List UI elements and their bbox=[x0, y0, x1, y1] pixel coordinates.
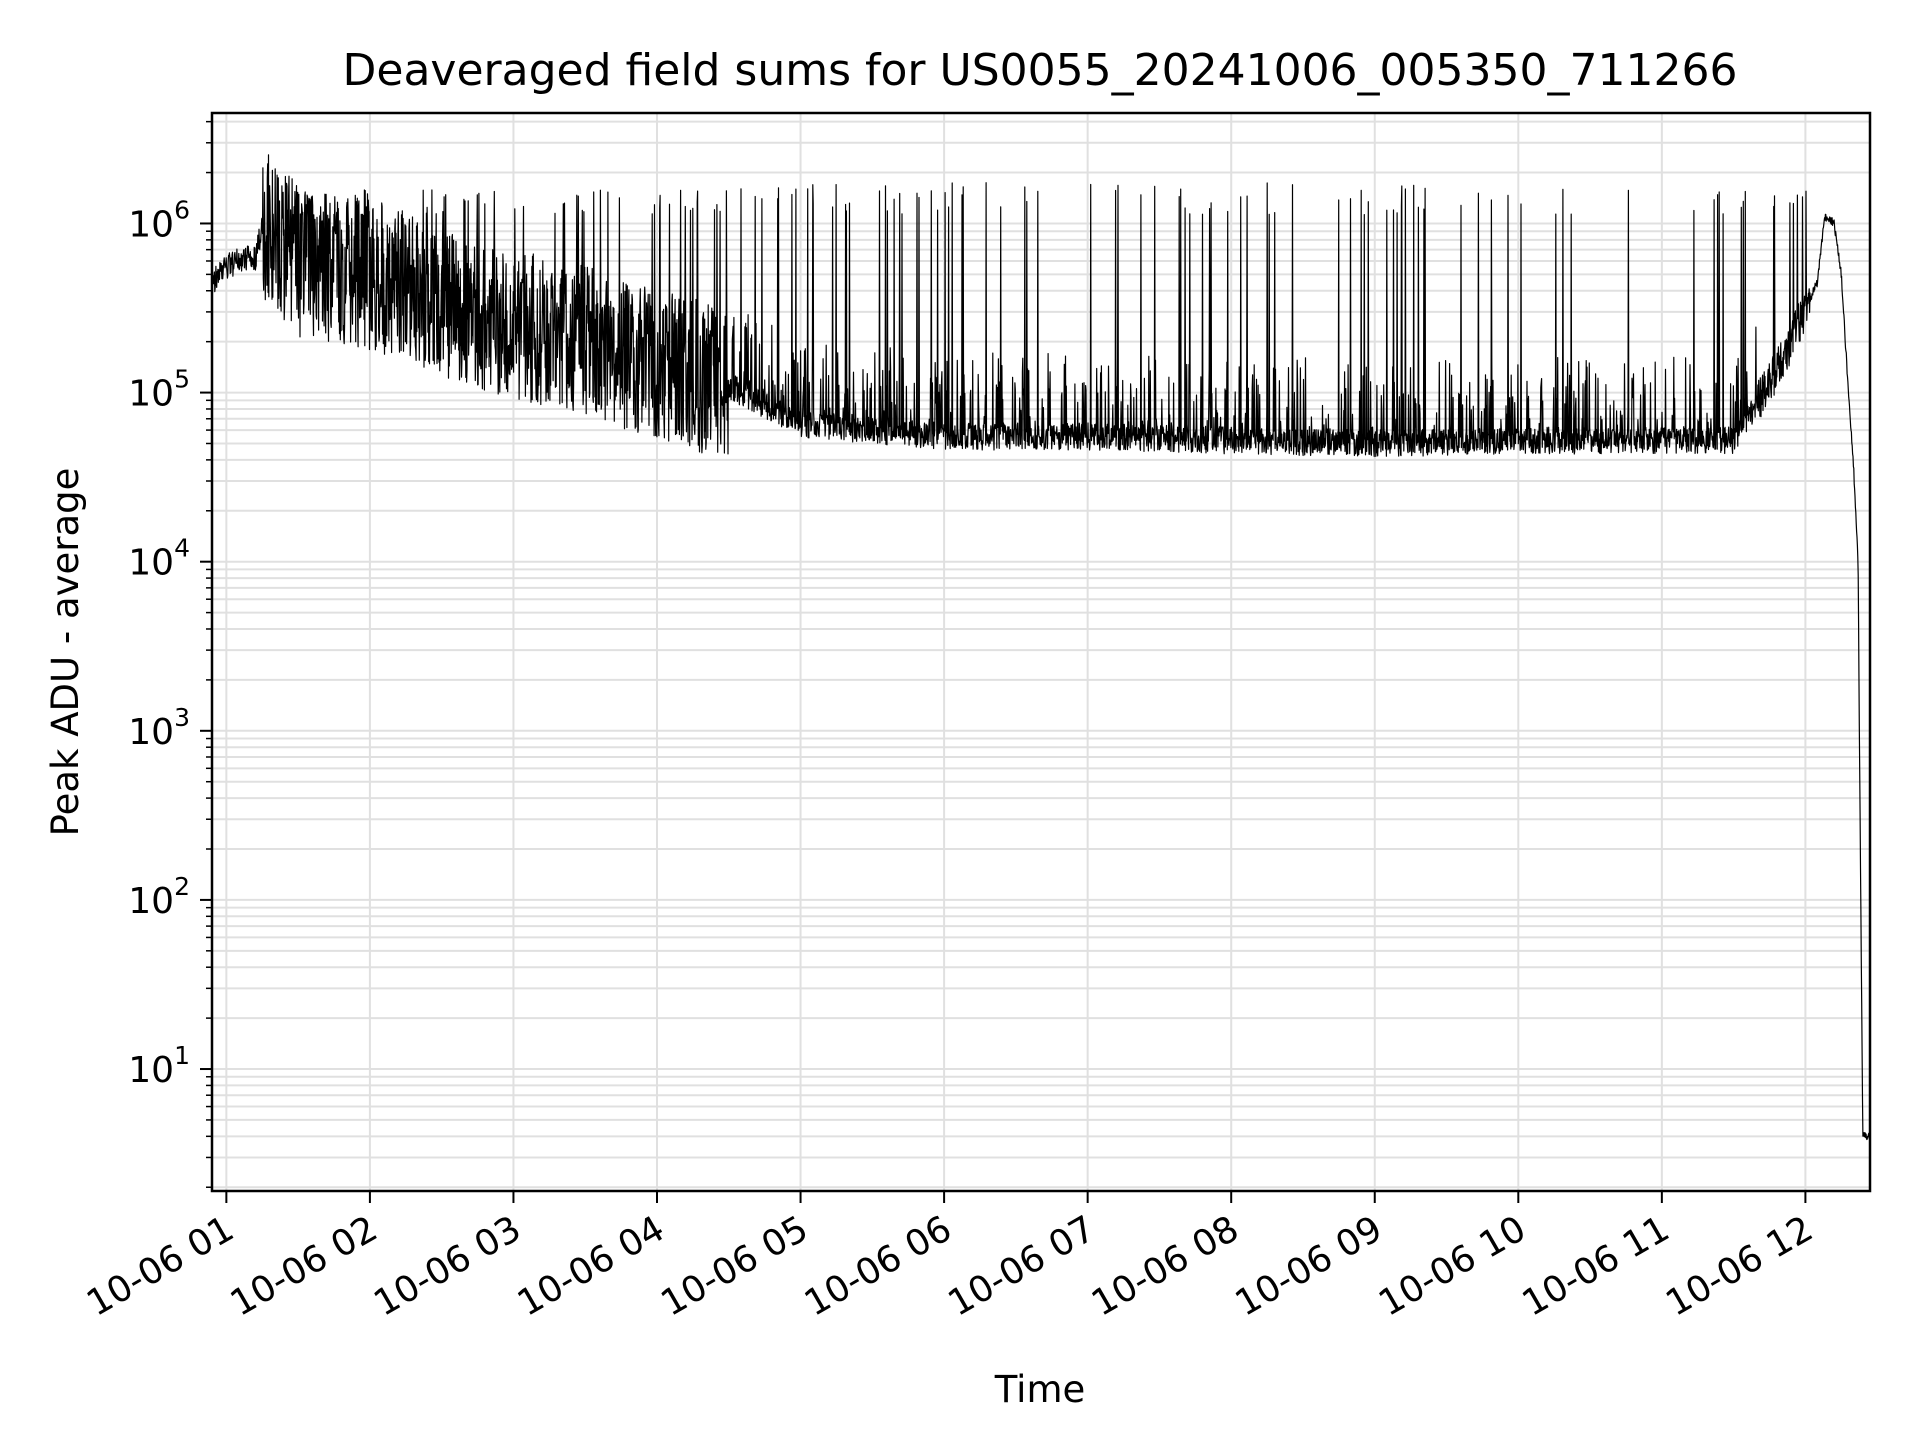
y-tick-label-3: 104 bbox=[128, 534, 190, 584]
grid bbox=[212, 113, 1870, 1191]
x-tick-label-10: 10-06 11 bbox=[1516, 1208, 1677, 1324]
y-tick-label-5: 106 bbox=[128, 195, 190, 245]
x-axis-label: Time bbox=[994, 1368, 1086, 1411]
y-tick-label-4: 105 bbox=[128, 365, 190, 415]
y-tick-label-1: 102 bbox=[128, 872, 190, 922]
chart-title: Deaveraged field sums for US0055_2024100… bbox=[343, 45, 1738, 96]
series-line-0 bbox=[211, 154, 1871, 1141]
x-tick-label-0: 10-06 01 bbox=[80, 1208, 241, 1324]
x-tick-label-4: 10-06 05 bbox=[654, 1208, 815, 1324]
y-tick-label-2: 103 bbox=[128, 703, 190, 753]
x-tick-label-1: 10-06 02 bbox=[224, 1208, 385, 1324]
y-axis: 101 102 103 104 105 106 bbox=[128, 120, 212, 1188]
plot-area-frame bbox=[210, 111, 1872, 1193]
x-tick-label-2: 10-06 03 bbox=[367, 1208, 528, 1324]
x-tick-label-11: 10-06 12 bbox=[1659, 1208, 1820, 1324]
y-axis-label: Peak ADU - average bbox=[44, 468, 87, 837]
x-tick-label-9: 10-06 10 bbox=[1372, 1208, 1533, 1324]
x-tick-label-3: 10-06 04 bbox=[511, 1208, 672, 1324]
series-layer bbox=[211, 154, 1871, 1141]
x-tick-label-7: 10-06 08 bbox=[1085, 1208, 1246, 1324]
y-tick-label-0: 101 bbox=[128, 1041, 190, 1091]
x-tick-label-5: 10-06 06 bbox=[798, 1208, 959, 1324]
x-tick-label-6: 10-06 07 bbox=[941, 1208, 1102, 1324]
x-tick-label-8: 10-06 09 bbox=[1229, 1208, 1390, 1324]
